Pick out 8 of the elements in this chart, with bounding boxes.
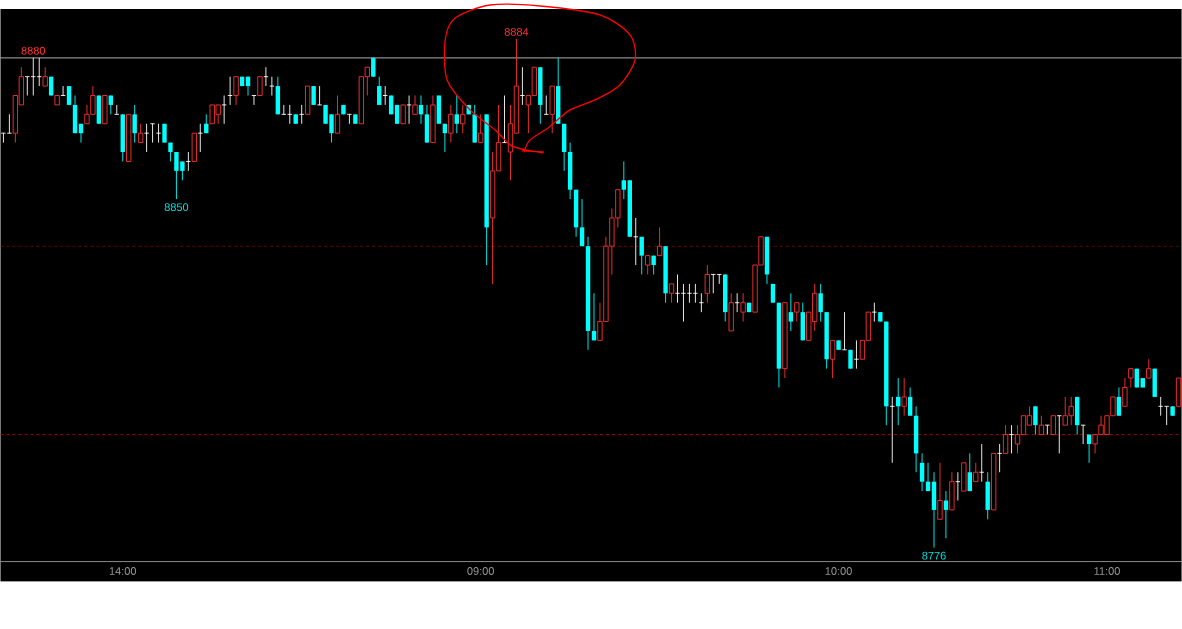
annotation: 8884: [504, 28, 529, 37]
annotation: 8880: [21, 47, 46, 55]
x-tick-label: 09:00: [467, 567, 494, 576]
annotation: 8850: [164, 203, 189, 212]
x-tick-label: 14:00: [109, 567, 137, 576]
annotation: 8776: [922, 552, 946, 560]
x-tick-label: 10:00: [825, 567, 852, 576]
x-tick-label: 11:00: [1094, 567, 1120, 576]
